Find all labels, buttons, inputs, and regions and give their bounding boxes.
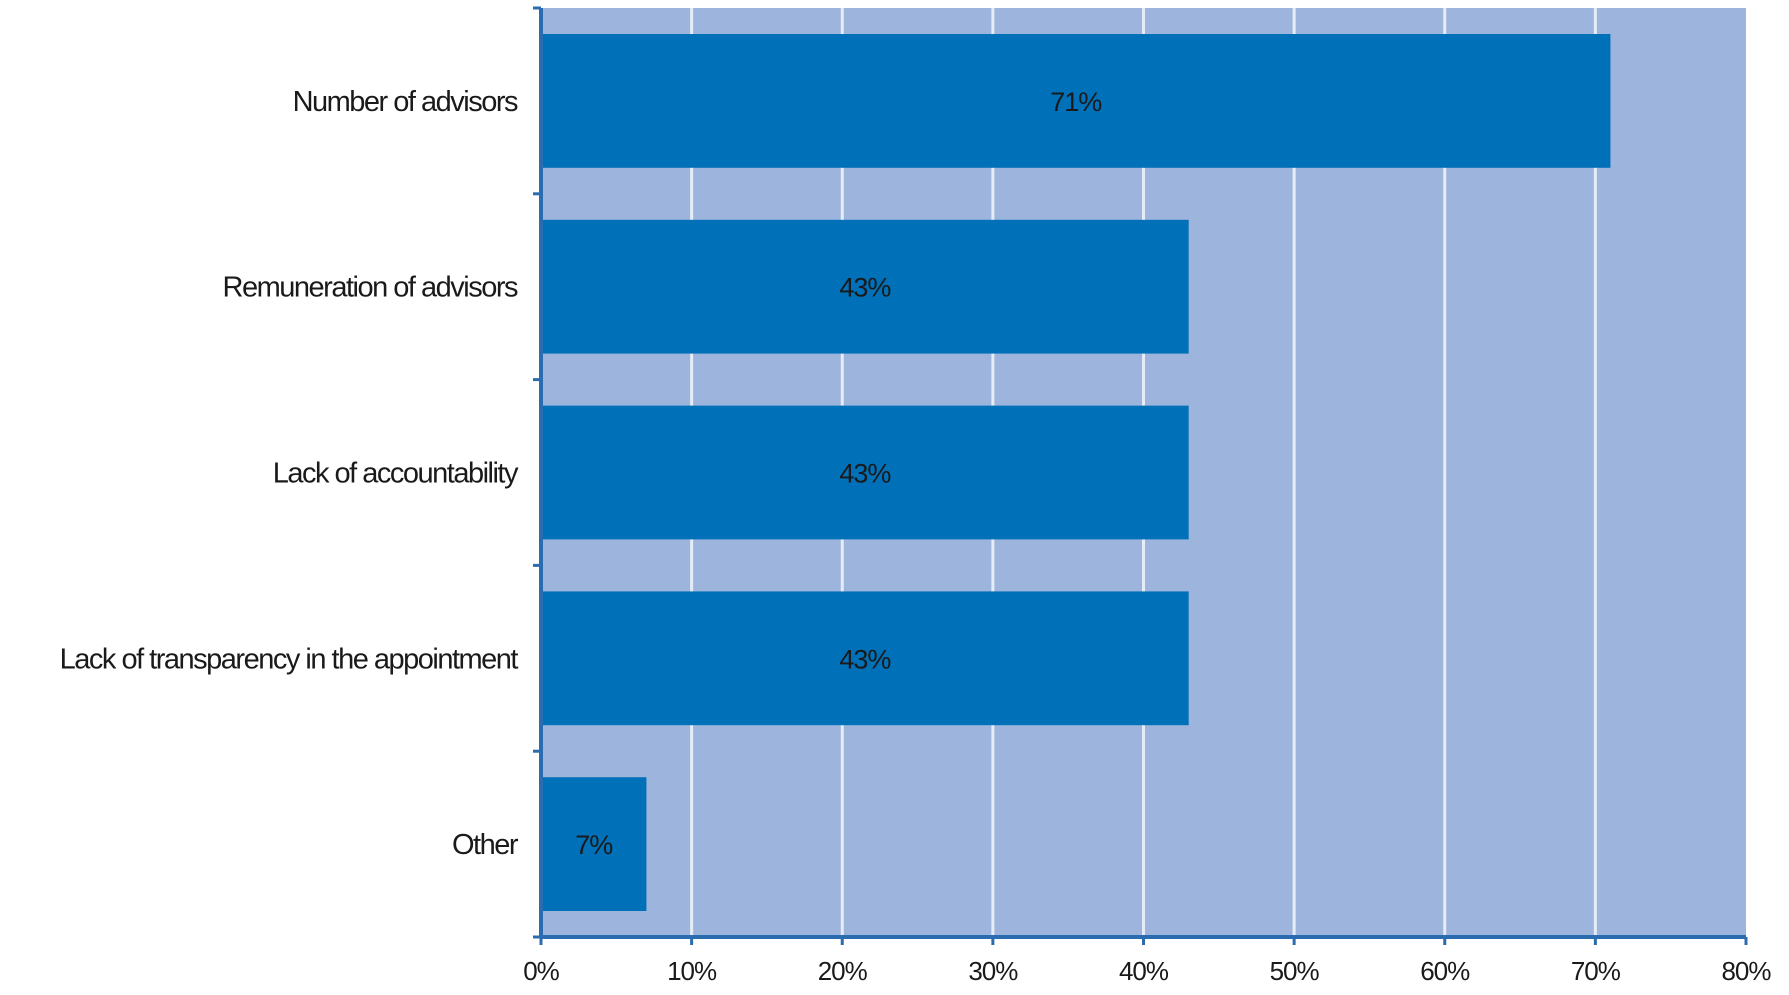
x-tick-label: 80% — [1721, 956, 1771, 986]
data-label: 43% — [839, 644, 891, 674]
x-tick-label: 50% — [1270, 956, 1320, 986]
data-label: 71% — [1050, 87, 1102, 117]
bar — [541, 591, 1189, 726]
bars — [541, 34, 1611, 911]
category-label: Other — [452, 829, 519, 861]
category-label: Remuneration of advisors — [223, 272, 518, 304]
data-label: 43% — [839, 273, 891, 303]
x-tick-label: 20% — [818, 956, 868, 986]
x-tick-label: 10% — [667, 956, 717, 986]
bar — [541, 405, 1189, 540]
bar — [541, 34, 1611, 168]
x-tick-label: 60% — [1420, 956, 1470, 986]
data-label: 7% — [575, 830, 613, 860]
bar — [541, 219, 1189, 354]
labels: 0% 10% 20% 30% 40% 50% 60% 70% 80% 71% Number of a… — [60, 86, 1773, 986]
data-label: 43% — [839, 459, 891, 489]
axes — [533, 6, 1748, 945]
category-label: Number of advisors — [293, 86, 518, 118]
x-tick-label: 0% — [523, 956, 559, 986]
category-label: Lack of accountability — [273, 458, 519, 490]
x-tick-label: 40% — [1119, 956, 1169, 986]
bar — [541, 777, 647, 911]
x-tick-label: 70% — [1571, 956, 1621, 986]
category-label: Lack of transparency in the appointment — [60, 643, 519, 675]
x-tick-label: 30% — [968, 956, 1018, 986]
